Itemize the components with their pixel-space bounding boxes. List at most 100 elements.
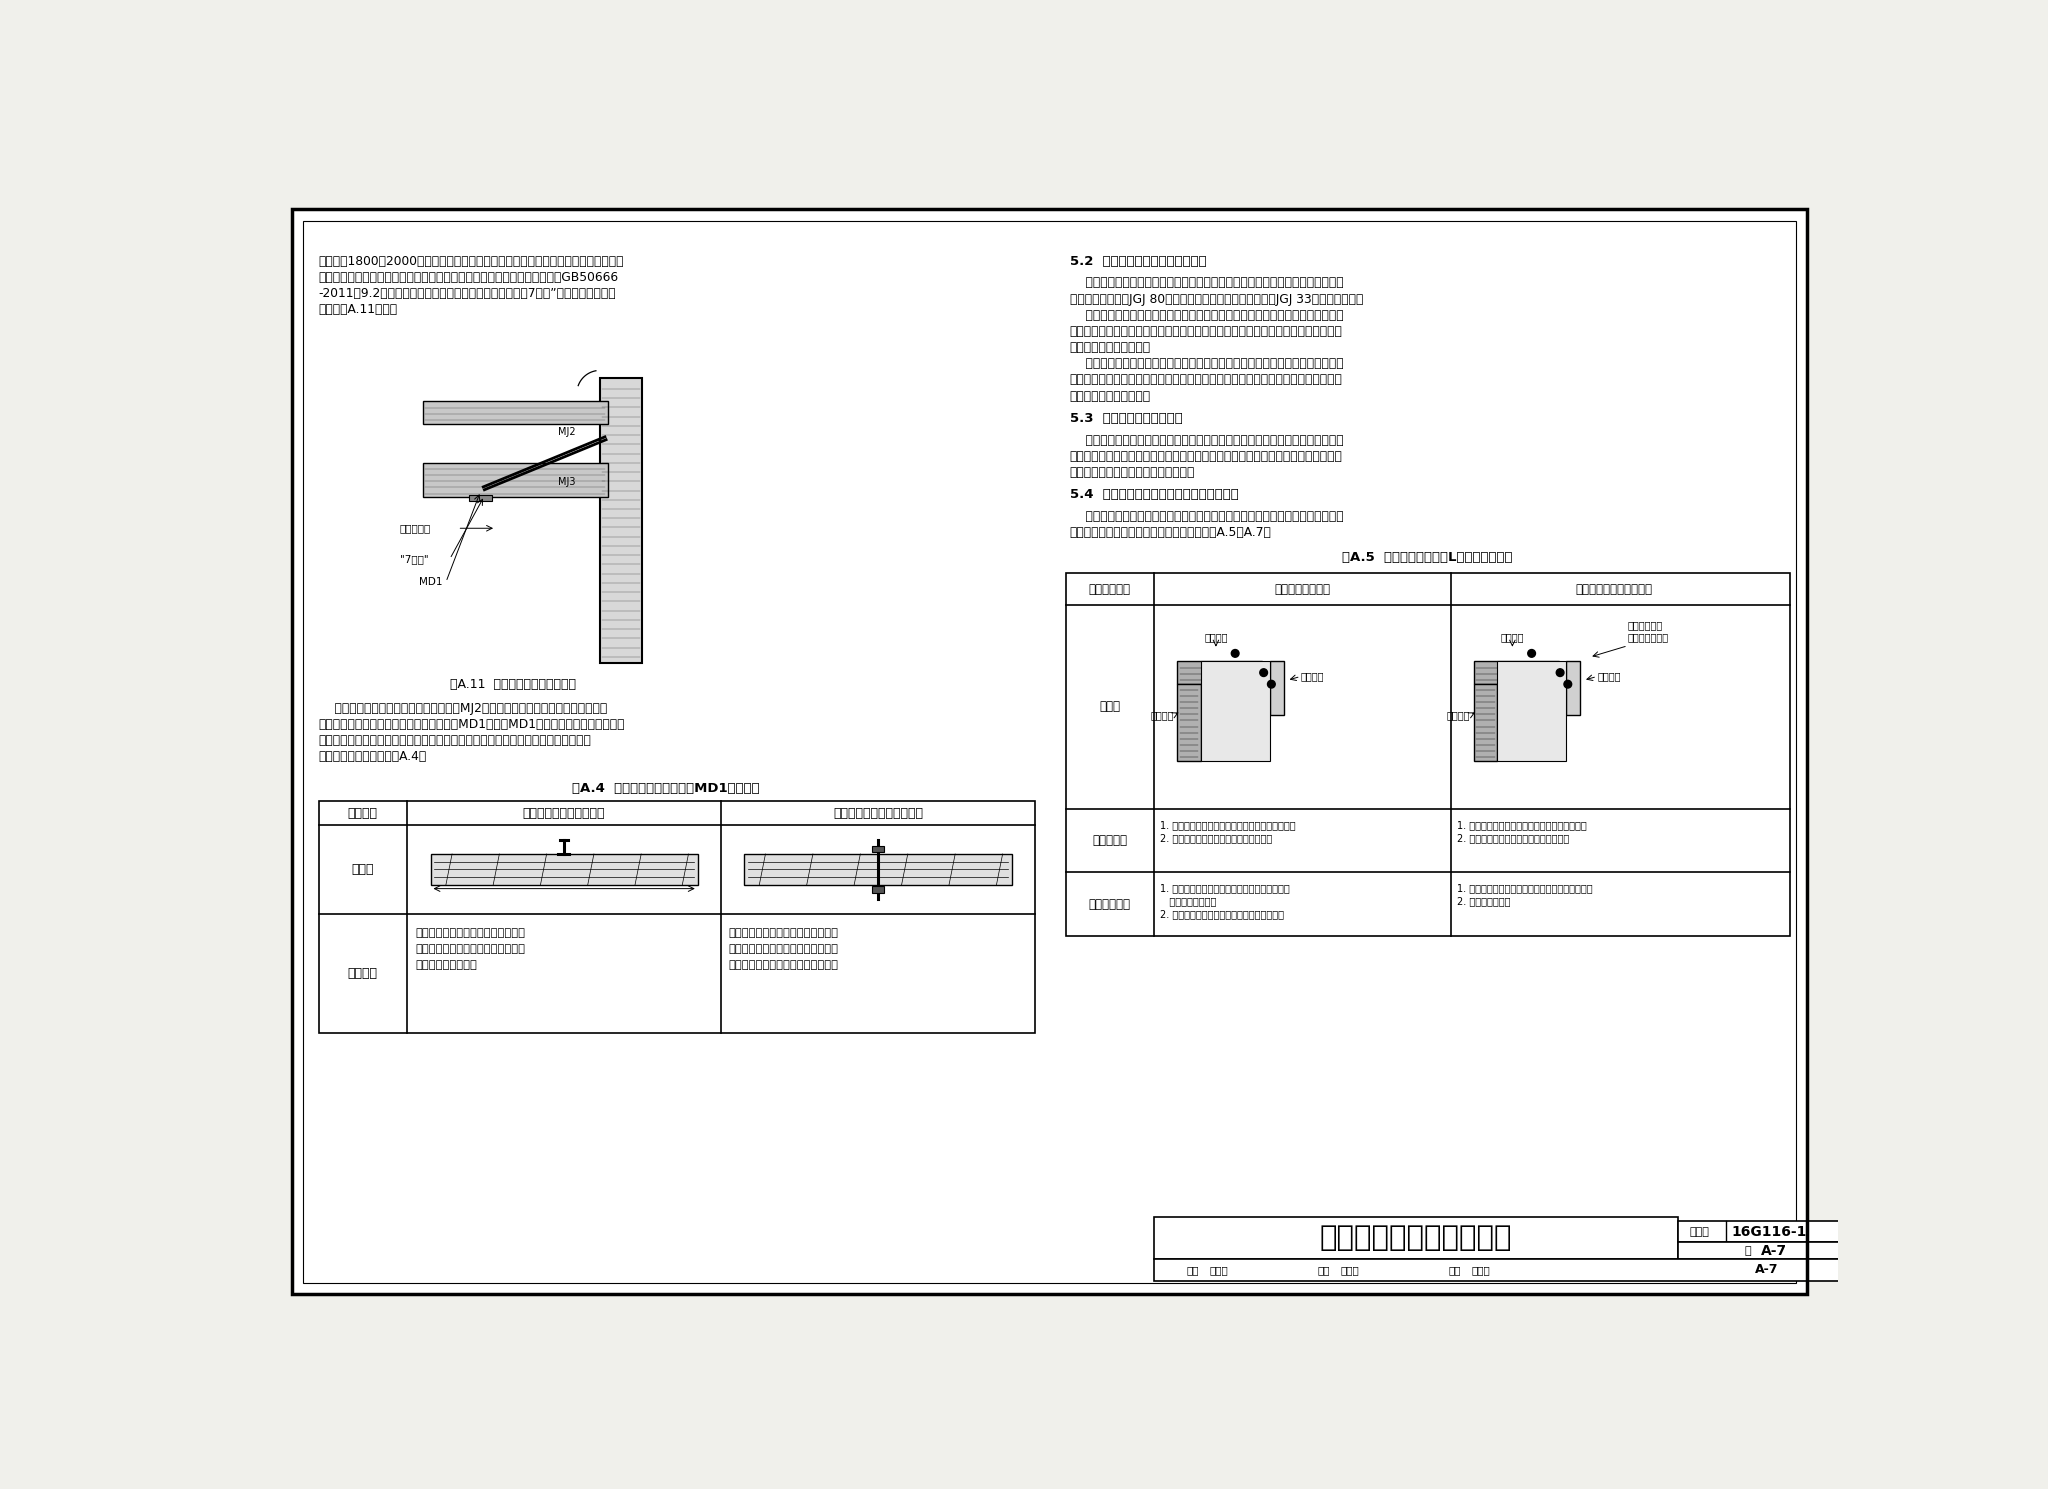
Text: 2. 在楼板上开孔，预制构件中无需留置埋件。: 2. 在楼板上开孔，预制构件中无需留置埋件。: [1161, 910, 1284, 919]
Text: 设计: 设计: [1448, 1264, 1460, 1275]
Text: MJ3: MJ3: [557, 476, 575, 487]
Text: 许文杰: 许文杰: [1473, 1264, 1491, 1275]
Text: 示意图: 示意图: [352, 862, 375, 876]
Text: 在构件生产时提前预埋。: 在构件生产时提前预埋。: [1069, 390, 1151, 402]
Bar: [319, 801, 1034, 1033]
Text: 表A.4  楼板上临时支撒预埋件MD1设计方法: 表A.4 楼板上临时支撒预埋件MD1设计方法: [571, 782, 760, 795]
Bar: [1497, 661, 1567, 761]
Text: 审核: 审核: [1186, 1264, 1200, 1275]
Text: 临时支撒一端与预制外墙板上预埋联母MJ2连接，预制外墙板设计时应进行相关计: 临时支撒一端与预制外墙板上预埋联母MJ2连接，预制外墙板设计时应进行相关计: [319, 701, 606, 715]
Circle shape: [1231, 649, 1239, 657]
Text: 算分析，另一端与叠合楼板上设置的预埋件MD1连接，MD1常见的预埋件理设方式有两: 算分析，另一端与叠合楼板上设置的预埋件MD1连接，MD1常见的预埋件理设方式有两: [319, 718, 625, 731]
Text: 16G116-1: 16G116-1: [1733, 1225, 1806, 1239]
Bar: [1155, 1260, 1855, 1281]
Bar: [1475, 661, 1559, 683]
Text: 后浇段浇筑混凝土时，会对外叶墙板产生侧压力，为了防止外叶墙板变形甚至开: 后浇段浇筑混凝土时，会对外叶墙板产生侧压力，为了防止外叶墙板变形甚至开: [1069, 509, 1343, 523]
Text: 临时支撑杆: 临时支撑杆: [399, 523, 430, 533]
Text: 1. 在对拉螺栋处设置管替，对拉螺栋拉出时减少: 1. 在对拉螺栋处设置管替，对拉螺栋拉出时减少: [1161, 883, 1290, 893]
Circle shape: [1528, 649, 1536, 657]
Bar: [743, 855, 1012, 884]
Bar: [430, 855, 698, 884]
Text: 预制外墙设置的空调架、外墙钓雨棚、装饰构件等不得直接固定在外叶墙板上，: 预制外墙设置的空调架、外墙钓雨棚、装饰构件等不得直接固定在外叶墙板上，: [1069, 433, 1343, 447]
Text: 预制外墙板施工过程中应采取安全措施，应符合现行行业标准《建筑施工高处作: 预制外墙板施工过程中应采取安全措施，应符合现行行业标准《建筑施工高处作: [1069, 277, 1343, 289]
Text: 外保温板的破坏。: 外保温板的破坏。: [1161, 896, 1217, 907]
Text: 堫，预埋件及连接做法均应计算确定。: 堫，预埋件及连接做法均应计算确定。: [1069, 466, 1194, 479]
Text: 种，在叠合楼板预制底板上预留埋件，或在现场打孔对穿螺气固定在楼板上，二种不: 种，在叠合楼板预制底板上预留埋件，或在现场打孔对穿螺气固定在楼板上，二种不: [319, 734, 592, 747]
Text: 预留预埋部位: 预留预埋部位: [1090, 898, 1130, 910]
Bar: [1155, 1218, 1677, 1260]
Text: 5.3  预制外墙板悘挂预埋件: 5.3 预制外墙板悘挂预埋件: [1069, 412, 1182, 424]
Bar: [1178, 661, 1262, 683]
Text: 在浇筑完楼板混凝土后打孔做对穿螺: 在浇筑完楼板混凝土后打孔做对穿螺: [729, 928, 838, 938]
Bar: [422, 401, 608, 424]
Text: 量安全可靠，但需要在设计阶段精确: 量安全可靠，但需要在设计阶段精确: [416, 944, 524, 954]
Bar: [1677, 1221, 1855, 1242]
Circle shape: [1260, 669, 1268, 676]
Text: 预制外墙板深化设计时还应考虑塔吊附壁、施工电梯、脚手架固定等其他施工措: 预制外墙板深化设计时还应考虑塔吊附壁、施工电梯、脚手架固定等其他施工措: [1069, 357, 1343, 371]
Text: 内侧模板: 内侧模板: [1597, 672, 1620, 682]
Text: 其预埋件应预埋在内叶承重墙板中，连接相关悬挑受力钓架后对外叶墙板洞口进行封: 其预埋件应预埋在内叶承重墙板中，连接相关悬挑受力钓架后对外叶墙板洞口进行封: [1069, 450, 1343, 463]
Bar: [1677, 1242, 1855, 1260]
Text: 预制混凝土剪力墙外墙板: 预制混凝土剪力墙外墙板: [1319, 1224, 1511, 1252]
Circle shape: [1268, 680, 1276, 688]
Text: 高志墓: 高志墓: [1210, 1264, 1229, 1275]
Bar: [422, 463, 608, 497]
Bar: [872, 846, 885, 852]
Text: MD1: MD1: [420, 578, 442, 587]
Text: 加劲骨棒: 加劲骨棒: [1151, 710, 1174, 721]
Text: 表A.5  预制外墙模板角部L型节点加强措施: 表A.5 预制外墙模板角部L型节点加强措施: [1341, 551, 1513, 564]
Text: 在距楼面1800～2000高的位置。临时支撒杆及预埋件的设计主要考虑风荷载和外防护: 在距楼面1800～2000高的位置。临时支撒杆及预埋件的设计主要考虑风荷载和外防…: [319, 255, 625, 268]
Text: 1. 需在预制外墙模板中预留锁固孔，后期需封堪。: 1. 需在预制外墙模板中预留锁固孔，后期需封堪。: [1456, 883, 1593, 893]
Text: "7字码": "7字码": [399, 554, 428, 564]
Text: 载对预制外墙板的影响。: 载对预制外墙板的影响。: [1069, 341, 1151, 354]
Text: 是对已浇筑的混凝土楼板局部破坏。: 是对已浇筑的混凝土楼板局部破坏。: [729, 960, 838, 971]
Text: 在预制构件生产时完成预埋，预埋质: 在预制构件生产时完成预埋，预埋质: [416, 928, 524, 938]
Text: 确定施工支撒位置。: 确定施工支撒位置。: [416, 960, 477, 971]
Text: 图A.11  预制外墙板临时固定方式: 图A.11 预制外墙板临时固定方式: [451, 679, 575, 691]
Bar: [600, 378, 643, 663]
Text: 对拉固定螺杆
位于加劲骨棒处: 对拉固定螺杆 位于加劲骨棒处: [1628, 621, 1669, 642]
Text: 后浇段设对拉螺杆: 后浇段设对拉螺杆: [1274, 582, 1329, 596]
Bar: [1270, 661, 1284, 715]
Text: 构件深化设计中应对施工外架固定用预埋件进行设计，考虑施工外架荷载及施工活荷: 构件深化设计中应对施工外架固定用预埋件进行设计，考虑施工外架荷载及施工活荷: [1069, 325, 1343, 338]
Text: 5.4  后浇段混凝土施工模板固定及加强措施: 5.4 后浇段混凝土施工模板固定及加强措施: [1069, 488, 1239, 502]
Text: 栋，在施工现场定位更为容易，缺点: 栋，在施工现场定位更为容易，缺点: [729, 944, 838, 954]
Text: 示意图: 示意图: [1100, 700, 1120, 713]
Text: 施工过程中应设安全防护网，常见的有外挑三角架和外挂爬架做法，预制外墙板: 施工过程中应设安全防护网，常见的有外挑三角架和外挂爬架做法，预制外墙板: [1069, 308, 1343, 322]
Text: A-7: A-7: [1755, 1263, 1778, 1276]
Bar: [872, 886, 885, 893]
Text: 图集号: 图集号: [1690, 1227, 1710, 1237]
Text: 1. 在预制转角模板外侧设置加劲骨棒停止至墙模。: 1. 在预制转角模板外侧设置加劲骨棒停止至墙模。: [1161, 820, 1296, 829]
Text: A-7: A-7: [1761, 1243, 1788, 1258]
Bar: [1200, 661, 1270, 761]
Text: 防胀模措施: 防胀模措施: [1092, 834, 1126, 847]
Text: 加劲骨棒: 加劲骨棒: [1446, 710, 1470, 721]
Text: -2011第9.2节的规定。目前较为常用的临时支撒下端采用7字码”定位并固定，支撒: -2011第9.2节的规定。目前较为常用的临时支撒下端采用7字码”定位并固定，支…: [319, 287, 616, 301]
Circle shape: [1556, 669, 1565, 676]
Bar: [1567, 661, 1581, 715]
Text: MJ2: MJ2: [557, 427, 575, 436]
Text: 模板固定方式: 模板固定方式: [1090, 582, 1130, 596]
Bar: [1065, 573, 1790, 935]
Text: 施的影响，构件深化设计单位、构件生产单位、施工单位应提前确定相关预埋方案，: 施的影响，构件深化设计单位、构件生产单位、施工单位应提前确定相关预埋方案，: [1069, 374, 1343, 387]
Text: 施工方法: 施工方法: [348, 966, 377, 980]
Bar: [469, 496, 492, 502]
Text: 2. 内侧浇混凝土墙上设模板上加劲骨棒。: 2. 内侧浇混凝土墙上设模板上加劲骨棒。: [1161, 834, 1272, 843]
Text: 在浇筑完的楼板做对穿螺栋: 在浇筑完的楼板做对穿螺栋: [834, 807, 924, 819]
Text: 加劲骨棒: 加劲骨棒: [1501, 631, 1524, 642]
Text: 页: 页: [1745, 1245, 1751, 1255]
Circle shape: [1565, 680, 1571, 688]
Text: 同的埋件固定方式详见表A.4。: 同的埋件固定方式详见表A.4。: [319, 750, 428, 762]
Text: 2. 楼板不需开孔。: 2. 楼板不需开孔。: [1456, 896, 1511, 907]
Text: 叠合楼板预制底板上预埋: 叠合楼板预制底板上预埋: [522, 807, 604, 819]
Text: 2. 内侧浇混凝土墙上设模板上加劲骨棒。: 2. 内侧浇混凝土墙上设模板上加劲骨棒。: [1456, 834, 1569, 843]
Text: 内侧模板: 内侧模板: [1300, 672, 1325, 682]
Text: 业安全技术规范》JGJ 80、《建筑机械使用安全技术规程》JGJ 33等的相关规定。: 业安全技术规范》JGJ 80、《建筑机械使用安全技术规程》JGJ 33等的相关规…: [1069, 293, 1364, 305]
Text: 设计方法: 设计方法: [348, 807, 377, 819]
Text: 预制构件部位设对拉螺杆: 预制构件部位设对拉螺杆: [1575, 582, 1653, 596]
Text: 架施工荷载，应考虑施工安全系数，并应符合《混凝土结构工程施工规范》GB50666: 架施工荷载，应考虑施工安全系数，并应符合《混凝土结构工程施工规范》GB50666: [319, 271, 618, 284]
Bar: [1178, 683, 1200, 761]
Text: 方式见图A.11所示。: 方式见图A.11所示。: [319, 304, 397, 317]
Text: 审定: 审定: [1317, 1264, 1329, 1275]
Bar: [1475, 683, 1497, 761]
